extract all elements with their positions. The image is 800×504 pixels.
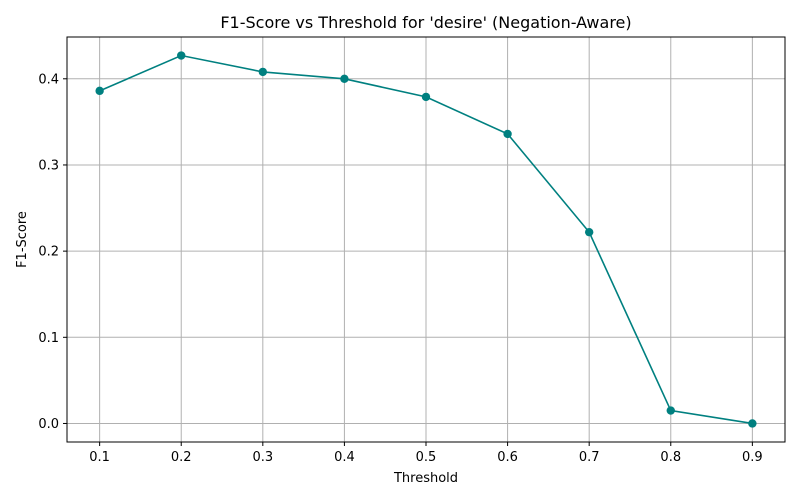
x-tick-label: 0.4 (334, 450, 355, 465)
y-tick-label: 0.2 (38, 245, 59, 260)
data-point (748, 419, 757, 428)
x-tick-label: 0.3 (252, 450, 273, 465)
data-point (95, 86, 104, 96)
data-point (584, 227, 594, 237)
data-point (666, 406, 675, 415)
x-tick-label: 0.2 (171, 450, 192, 465)
x-tick-label: 0.8 (660, 450, 681, 465)
grid-layer (67, 37, 785, 442)
y-tick-label: 0.1 (38, 331, 59, 346)
y-tick-label: 0.4 (38, 72, 59, 87)
x-tick-label: 0.1 (89, 450, 110, 465)
series-layer (95, 51, 757, 428)
x-tick-label: 0.9 (742, 450, 763, 465)
data-point (177, 51, 186, 60)
y-axis-label: F1-Score (15, 211, 30, 268)
x-tick-label: 0.7 (579, 450, 600, 465)
data-point (503, 129, 512, 139)
tick-layer: 0.1 0.2 0.3 0.4 0.5 0.6 0.7 0.8 0.9 0.0 0.1 0.2 0.3 0… (38, 72, 762, 465)
x-axis-label: Threshold (393, 471, 458, 486)
data-point (258, 67, 268, 77)
x-tick-label: 0.6 (497, 450, 518, 465)
data-point (421, 92, 431, 102)
data-point (340, 74, 349, 83)
y-tick-label: 0.0 (38, 417, 59, 432)
y-tick-label: 0.3 (38, 158, 59, 173)
chart-title: F1-Score vs Threshold for 'desire' (Nega… (220, 13, 631, 32)
x-tick-label: 0.5 (416, 450, 437, 465)
